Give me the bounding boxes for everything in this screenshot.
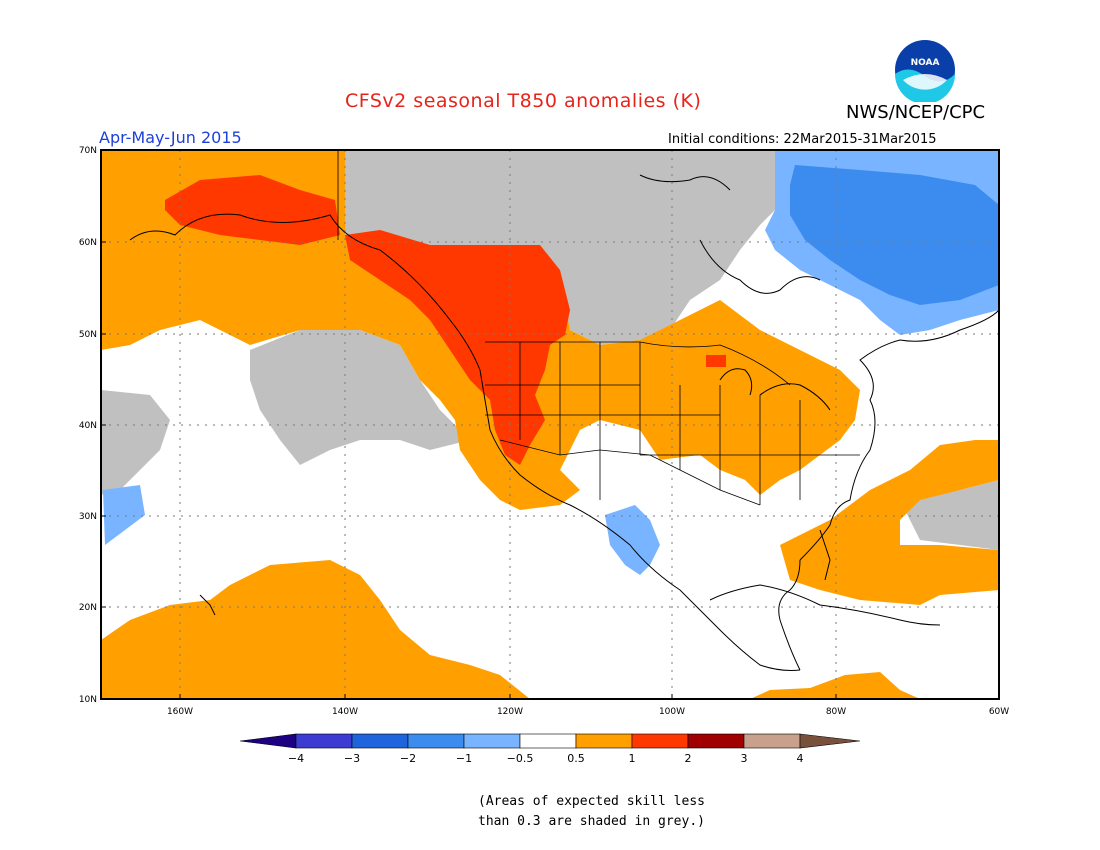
colorbar-segment bbox=[743, 733, 801, 749]
colorbar-segment bbox=[295, 733, 353, 749]
forecast-period: Apr-May-Jun 2015 bbox=[99, 128, 242, 147]
blue-region-mexico bbox=[605, 505, 660, 575]
blue-region-hudson bbox=[790, 165, 999, 305]
orange-region-gulf bbox=[780, 440, 999, 605]
lon-label: 100W bbox=[659, 707, 685, 717]
colorbar-segment bbox=[575, 733, 633, 749]
colorbar-label: 0.5 bbox=[567, 752, 585, 765]
lon-label: 160W bbox=[167, 707, 193, 717]
colorbar-label: −1 bbox=[456, 752, 472, 765]
red-region-alaska bbox=[165, 175, 340, 245]
lat-label: 40N bbox=[79, 421, 97, 431]
colorbar-labels: −4 −3 −2 −1 −0.5 0.5 1 2 3 4 bbox=[288, 752, 804, 765]
colorbar-label: 1 bbox=[629, 752, 636, 765]
lat-label: 10N bbox=[79, 695, 97, 705]
colorbar-segment bbox=[631, 733, 689, 749]
lon-label: 140W bbox=[332, 707, 358, 717]
lat-label: 20N bbox=[79, 603, 97, 613]
longitude-labels: 160W 140W 120W 100W 80W 60W bbox=[167, 707, 1009, 717]
colorbar-label: −4 bbox=[288, 752, 304, 765]
lat-label: 50N bbox=[79, 330, 97, 340]
initial-conditions: Initial conditions: 22Mar2015-31Mar2015 bbox=[668, 132, 937, 147]
grey-region-west bbox=[101, 390, 170, 495]
political-borders bbox=[337, 150, 860, 506]
grey-region-pacific bbox=[250, 330, 470, 465]
colorbar-label: 2 bbox=[685, 752, 692, 765]
latitude-labels: 70N 60N 50N 40N 30N 20N 10N bbox=[79, 146, 97, 705]
colorbar-label: −0.5 bbox=[507, 752, 534, 765]
colorbar-segment bbox=[239, 733, 297, 749]
colorbar-segment bbox=[351, 733, 409, 749]
map-title: CFSv2 seasonal T850 anomalies (K) bbox=[345, 90, 702, 112]
color-bar bbox=[239, 733, 861, 749]
colorbar-segment bbox=[687, 733, 745, 749]
colorbar-segment bbox=[799, 733, 861, 749]
lon-label: 80W bbox=[826, 707, 846, 717]
lon-label: 120W bbox=[497, 707, 523, 717]
skill-note-line2: than 0.3 are shaded in grey.) bbox=[478, 814, 705, 829]
orange-region-caribbean bbox=[750, 672, 920, 699]
coastlines bbox=[129, 174, 999, 671]
colorbar-label: 3 bbox=[741, 752, 748, 765]
red-region-rockies bbox=[345, 230, 570, 465]
lon-label: 60W bbox=[989, 707, 1009, 717]
skill-note-line1: (Areas of expected skill less bbox=[478, 794, 705, 809]
lat-label: 70N bbox=[79, 146, 97, 156]
noaa-logo-text: NOAA bbox=[911, 58, 940, 68]
grey-region-north bbox=[330, 150, 775, 345]
colorbar-segment bbox=[519, 733, 577, 749]
axis-ticks bbox=[101, 149, 1000, 700]
colorbar-label: −3 bbox=[344, 752, 360, 765]
lat-label: 30N bbox=[79, 512, 97, 522]
colorbar-segment bbox=[463, 733, 521, 749]
noaa-logo: NOAA bbox=[895, 40, 955, 102]
colorbar-label: −2 bbox=[400, 752, 416, 765]
colorbar-segment bbox=[407, 733, 465, 749]
agency-label: NWS/NCEP/CPC bbox=[846, 102, 986, 123]
skill-note: (Areas of expected skill less than 0.3 a… bbox=[478, 792, 705, 832]
colorbar-label: 4 bbox=[797, 752, 804, 765]
orange-region-subtropics bbox=[101, 560, 530, 699]
lat-label: 60N bbox=[79, 238, 97, 248]
blue-region-pacific bbox=[103, 485, 145, 545]
red-region-lakes bbox=[706, 355, 726, 367]
